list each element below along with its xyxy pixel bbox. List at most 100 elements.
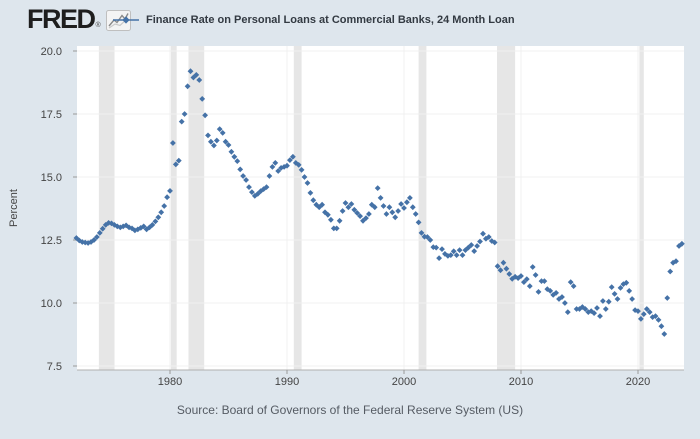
data-point[interactable]	[266, 173, 273, 179]
data-point[interactable]	[407, 195, 413, 201]
data-point[interactable]	[398, 201, 404, 207]
data-point[interactable]	[357, 213, 363, 219]
data-point[interactable]	[556, 296, 562, 302]
data-point[interactable]	[237, 166, 244, 173]
data-point[interactable]	[164, 194, 170, 201]
data-point[interactable]	[290, 153, 296, 160]
data-point[interactable]	[82, 239, 89, 246]
data-point[interactable]	[184, 83, 191, 90]
data-point[interactable]	[325, 211, 331, 218]
data-point[interactable]	[193, 72, 200, 78]
data-point[interactable]	[126, 224, 132, 231]
data-point[interactable]	[664, 295, 671, 301]
data-point[interactable]	[468, 242, 475, 248]
data-point[interactable]	[371, 204, 378, 211]
data-point[interactable]	[105, 220, 112, 226]
data-point[interactable]	[652, 313, 659, 319]
data-point[interactable]	[366, 211, 372, 217]
data-point[interactable]	[418, 230, 425, 236]
data-point[interactable]	[167, 188, 173, 194]
data-point[interactable]	[421, 233, 428, 240]
data-point[interactable]	[477, 238, 483, 245]
data-point[interactable]	[658, 323, 665, 330]
data-point[interactable]	[123, 222, 129, 229]
data-point[interactable]	[240, 173, 246, 179]
data-point[interactable]	[485, 234, 492, 240]
data-point[interactable]	[219, 130, 226, 136]
data-point[interactable]	[471, 248, 478, 254]
data-point[interactable]	[199, 96, 206, 102]
data-point[interactable]	[190, 74, 197, 81]
data-point[interactable]	[307, 190, 314, 196]
data-point[interactable]	[96, 230, 103, 236]
data-point[interactable]	[152, 218, 159, 225]
data-point[interactable]	[140, 223, 147, 230]
data-point[interactable]	[170, 140, 176, 146]
data-point[interactable]	[322, 209, 328, 216]
data-point[interactable]	[234, 158, 241, 164]
data-point[interactable]	[494, 263, 501, 270]
data-point[interactable]	[213, 137, 220, 144]
data-point[interactable]	[249, 189, 255, 195]
data-point[interactable]	[225, 142, 232, 148]
data-point[interactable]	[582, 306, 589, 312]
data-point[interactable]	[363, 215, 369, 221]
data-point[interactable]	[172, 161, 179, 168]
data-point[interactable]	[412, 211, 419, 217]
data-point[interactable]	[94, 234, 100, 240]
data-point[interactable]	[655, 317, 662, 323]
data-point[interactable]	[679, 240, 685, 247]
data-point[interactable]	[512, 273, 518, 280]
data-point[interactable]	[450, 248, 457, 255]
data-point[interactable]	[638, 316, 644, 322]
data-point[interactable]	[208, 138, 214, 145]
data-point[interactable]	[85, 240, 91, 246]
data-point[interactable]	[453, 252, 460, 258]
data-point[interactable]	[424, 234, 431, 240]
data-point[interactable]	[395, 208, 401, 214]
data-point[interactable]	[626, 288, 633, 294]
data-point[interactable]	[667, 268, 674, 275]
data-point[interactable]	[608, 284, 615, 290]
data-point[interactable]	[216, 126, 223, 132]
data-point[interactable]	[535, 289, 542, 295]
data-point[interactable]	[158, 209, 165, 216]
chart-plot[interactable]: 20.0 17.5 15.0 12.5 10.0 7.5 1980 1990 2000 2010 2…	[0, 0, 700, 400]
data-point[interactable]	[114, 223, 121, 230]
data-point[interactable]	[611, 291, 618, 297]
data-point[interactable]	[386, 204, 393, 211]
data-point[interactable]	[301, 174, 308, 180]
data-point[interactable]	[629, 296, 635, 302]
data-point[interactable]	[368, 201, 375, 208]
data-point[interactable]	[409, 204, 416, 211]
data-point[interactable]	[132, 227, 138, 234]
data-point[interactable]	[102, 222, 109, 228]
data-point[interactable]	[605, 298, 612, 305]
data-point[interactable]	[129, 225, 135, 232]
data-point[interactable]	[594, 305, 600, 311]
fred-logo[interactable]: FRED ®	[27, 4, 131, 34]
data-point[interactable]	[380, 203, 387, 209]
data-point[interactable]	[503, 265, 510, 272]
data-point[interactable]	[474, 243, 480, 249]
data-point[interactable]	[383, 211, 390, 217]
data-point[interactable]	[465, 244, 472, 251]
data-point[interactable]	[354, 210, 361, 216]
data-point[interactable]	[310, 197, 317, 204]
data-point[interactable]	[459, 252, 466, 258]
data-point[interactable]	[278, 165, 284, 171]
data-point[interactable]	[120, 223, 127, 230]
data-point[interactable]	[319, 201, 325, 208]
data-point[interactable]	[640, 311, 647, 317]
data-point[interactable]	[149, 222, 156, 228]
data-point[interactable]	[404, 199, 410, 206]
data-point[interactable]	[553, 290, 559, 296]
data-point[interactable]	[272, 160, 279, 166]
data-point[interactable]	[415, 219, 422, 226]
data-point[interactable]	[541, 278, 548, 284]
data-point[interactable]	[597, 313, 603, 319]
data-point[interactable]	[111, 222, 118, 228]
data-point[interactable]	[442, 251, 448, 257]
data-point[interactable]	[269, 164, 276, 170]
data-point[interactable]	[374, 185, 381, 191]
